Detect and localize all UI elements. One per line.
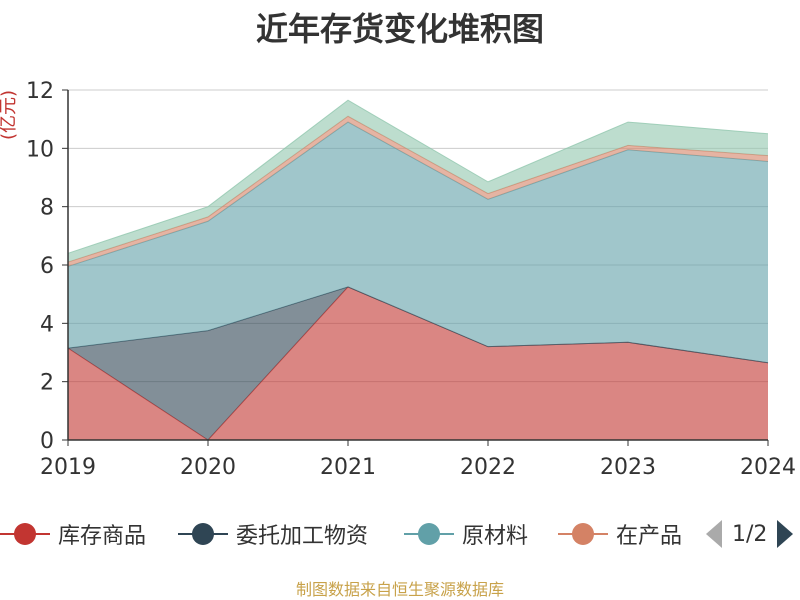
y-tick-label: 8 [40, 196, 54, 221]
x-tick-label: 2023 [600, 455, 656, 480]
y-tick-label: 12 [26, 79, 54, 104]
area-layer [67, 99, 769, 441]
x-tick-label: 2020 [180, 455, 236, 480]
y-axis-label: (亿元) [0, 90, 19, 140]
y-tick-label: 10 [26, 137, 54, 162]
x-tick-label: 2021 [320, 455, 376, 480]
legend-label: 原材料 [462, 524, 529, 549]
legend-item-raw-materials[interactable]: 原材料 [404, 512, 528, 556]
legend-item-inventory-goods[interactable]: 库存商品 [0, 512, 146, 556]
chart-title: 近年存货变化堆积图 [255, 10, 544, 48]
x-tick-label: 2024 [740, 455, 796, 480]
pager-prev-icon[interactable] [706, 520, 722, 548]
x-tick-label: 2022 [460, 455, 516, 480]
legend-pager: 1/2 [700, 512, 800, 556]
pager-next-icon[interactable] [777, 520, 794, 548]
legend: 库存商品 委托加工物资 原材料 在产品 [0, 512, 800, 556]
legend-label: 委托加工物资 [236, 524, 369, 549]
y-tick-label: 6 [40, 254, 54, 279]
axis-layer: 0 2 4 6 8 10 12 2019 2020 2021 2022 2023 2024 (亿元) [0, 79, 796, 480]
legend-swatch [404, 512, 454, 556]
pager-text: 1/2 [732, 521, 768, 547]
legend-item-consigned-processing[interactable]: 委托加工物资 [178, 512, 368, 556]
area-series-4 [68, 100, 768, 263]
x-tick-label: 2019 [40, 455, 96, 480]
legend-swatch [0, 512, 50, 556]
legend-swatch [558, 512, 608, 556]
y-tick-label: 4 [40, 312, 54, 337]
y-tick-label: 2 [40, 371, 54, 396]
series-line-4 [67, 99, 769, 254]
legend-swatch [178, 512, 228, 556]
area-series-2 [68, 122, 768, 363]
y-tick-label: 0 [40, 429, 54, 454]
legend-label: 库存商品 [58, 524, 147, 549]
legend-label: 在产品 [616, 524, 683, 549]
legend-item-work-in-progress[interactable]: 在产品 [558, 512, 682, 556]
source-note: 制图数据来自恒生聚源数据库 [295, 580, 504, 599]
area-series-1 [68, 286, 768, 440]
